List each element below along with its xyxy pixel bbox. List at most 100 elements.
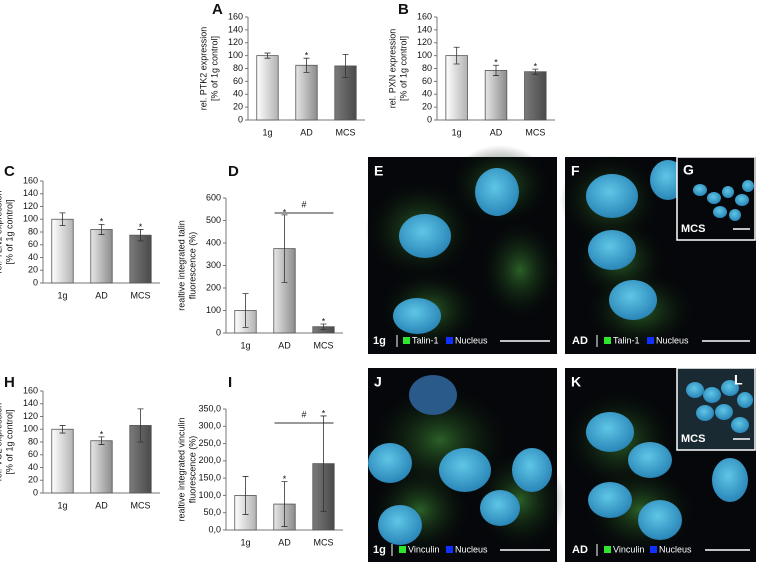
y-tick-label: 80 (422, 63, 432, 73)
channel-label: Vinculin (613, 544, 644, 554)
channel-label: Nucleus (455, 544, 488, 554)
y-tick-label: 80 (28, 226, 38, 236)
y-tick-label: 80 (28, 436, 38, 446)
error-bar (281, 481, 288, 527)
y-tick-label: 20 (422, 102, 432, 112)
y-tick-label: 160 (417, 11, 432, 21)
x-tick-label: AD (95, 290, 108, 300)
bar (295, 64, 318, 121)
y-tick-label: 200,0 (198, 455, 221, 465)
x-tick-label: MCS (336, 127, 356, 137)
error-bar (98, 223, 105, 235)
x-tick-label: MCS (314, 340, 334, 350)
image-panel: E 1g Talin-1 Nucleus (365, 145, 560, 354)
error-bar (137, 229, 144, 242)
y-tick-label: 40 (28, 462, 38, 472)
error-bar (59, 212, 66, 227)
y-axis-label: realtive integrated vinculin (176, 417, 186, 521)
significance-star: * (322, 408, 326, 418)
bar (90, 229, 113, 284)
x-tick-label: 1g (262, 127, 272, 137)
y-tick-label: 500 (206, 215, 221, 225)
image-inset: G MCS (676, 156, 756, 241)
error-bar (493, 64, 499, 76)
y-tick-label: 0 (238, 114, 243, 124)
y-tick-label: 40 (422, 89, 432, 99)
error-bar (303, 57, 310, 73)
y-axis-label: rel. TLN1 expression (0, 191, 3, 274)
error-bar (281, 214, 288, 283)
y-tick-label: 100 (206, 305, 221, 315)
y-tick-label: 20 (28, 475, 38, 485)
panel-letter: C (4, 163, 15, 180)
y-tick-label: 40 (233, 89, 243, 99)
x-tick-label: 1g (240, 340, 250, 350)
y-tick-label: 100 (417, 50, 432, 60)
y-axis-label: fluorescence (%) (187, 232, 197, 300)
y-tick-label: 0,0 (208, 524, 221, 534)
y-tick-label: 120 (228, 37, 243, 47)
significance-star: * (322, 316, 326, 326)
significance-star: * (494, 58, 498, 68)
significance-star: * (139, 222, 143, 232)
bar (445, 55, 468, 121)
bar (256, 55, 279, 121)
y-tick-label: 0 (33, 277, 38, 287)
y-tick-label: 140 (228, 24, 243, 34)
y-axis-label: rel. VCL expression (0, 403, 3, 481)
y-tick-label: 120 (417, 37, 432, 47)
panel-letter: K (571, 374, 581, 390)
x-tick-label: MCS (525, 127, 545, 137)
error-bar (342, 53, 349, 78)
x-tick-label: AD (300, 127, 313, 137)
bar (524, 71, 547, 121)
channel-label: Nucleus (659, 544, 692, 554)
panel-letter: B (398, 1, 409, 18)
y-axis-label: fluorescence (%) (187, 436, 197, 504)
error-bar (453, 46, 460, 65)
condition-label: MCS (681, 433, 705, 445)
y-tick-label: 100 (228, 50, 243, 60)
panel-letter: A (212, 1, 223, 18)
y-tick-label: 300,0 (198, 421, 221, 431)
error-bar (532, 68, 539, 75)
y-axis-label: rel. PTK2 expression (198, 27, 208, 111)
y-tick-label: 80 (233, 63, 243, 73)
x-tick-label: 1g (57, 290, 67, 300)
y-tick-label: 0 (33, 487, 38, 497)
significance-star: * (100, 429, 104, 439)
bar (51, 428, 74, 494)
x-tick-label: 1g (57, 500, 67, 510)
y-axis-label: realtive integrated talin (176, 220, 186, 311)
panel-letter: D (228, 163, 239, 180)
significance-star: * (283, 474, 287, 484)
error-bar (137, 408, 144, 443)
channel-label: Talin-1 (412, 335, 439, 345)
y-tick-label: 60 (233, 76, 243, 86)
panel-letter: F (571, 163, 580, 179)
y-tick-label: 100 (23, 424, 38, 434)
panel-letter: G (683, 162, 694, 178)
channel-label: Vinculin (408, 544, 439, 554)
y-tick-label: 160 (23, 385, 38, 395)
y-tick-label: 160 (23, 175, 38, 185)
x-tick-label: MCS (131, 500, 151, 510)
panel-letter: L (734, 372, 743, 388)
y-tick-label: 300 (206, 260, 221, 270)
x-tick-label: 1g (240, 537, 250, 547)
bracket-label: # (301, 409, 306, 419)
y-tick-label: 0 (216, 327, 221, 337)
y-tick-label: 40 (28, 252, 38, 262)
error-bar (242, 476, 249, 515)
condition-label: 1g (373, 544, 386, 556)
panel-letter: I (228, 374, 232, 391)
x-tick-label: MCS (314, 537, 334, 547)
y-tick-label: 60 (28, 449, 38, 459)
error-bar (264, 52, 271, 59)
bar (90, 440, 113, 494)
condition-label: MCS (681, 223, 705, 235)
y-tick-label: 120 (23, 201, 38, 211)
x-tick-label: MCS (131, 290, 151, 300)
image-panel: J 1g Vinculin Nucleus (368, 368, 565, 562)
